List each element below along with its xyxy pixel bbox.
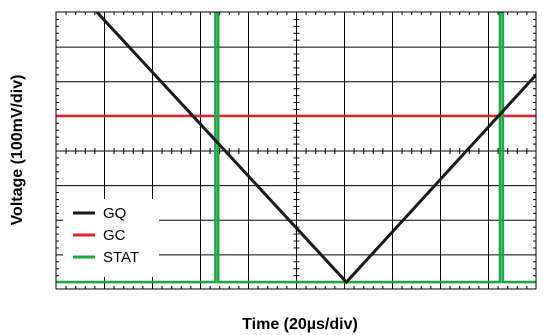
legend-label-gc: GC bbox=[103, 227, 126, 244]
legend: GQ GC STAT bbox=[63, 199, 159, 277]
legend-label-gq: GQ bbox=[103, 205, 126, 222]
y-axis-label: Voltage (100mV/div) bbox=[9, 75, 26, 226]
legend-label-stat: STAT bbox=[103, 249, 139, 266]
series-line-gq bbox=[95, 12, 536, 285]
x-axis-label: Time (20µs/div) bbox=[242, 316, 358, 333]
plot-frame bbox=[55, 11, 537, 290]
series-line-stat bbox=[56, 12, 536, 284]
series-lines bbox=[56, 12, 536, 285]
